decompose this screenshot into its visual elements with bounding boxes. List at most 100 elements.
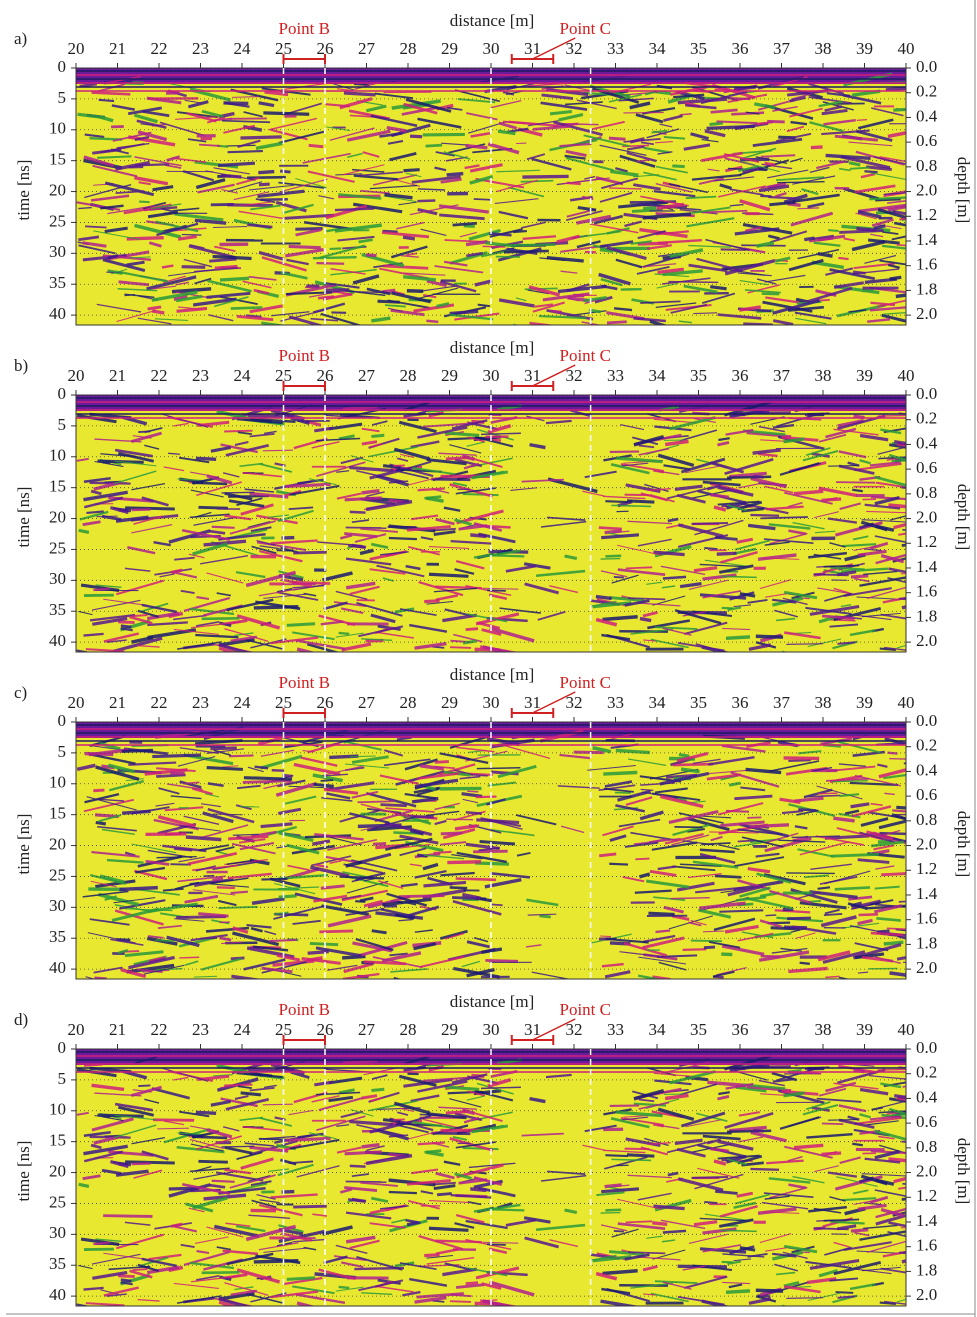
texture-stroke: [207, 279, 252, 293]
texture-stroke: [365, 499, 413, 512]
texture-stroke: [333, 1255, 367, 1261]
texture-stroke: [433, 527, 456, 532]
texture-stroke: [248, 1214, 291, 1219]
texture-stroke: [600, 1299, 640, 1306]
texture-stroke: [408, 1131, 438, 1140]
y2-tick-label: 0.4: [916, 106, 938, 125]
texture-stroke: [335, 632, 364, 638]
x-tick-label: 28: [400, 693, 417, 712]
texture-stroke: [610, 1117, 650, 1129]
texture-stroke: [664, 439, 689, 447]
texture-stroke: [722, 627, 751, 631]
texture-stroke: [198, 505, 228, 510]
texture-stroke: [439, 213, 485, 221]
texture-stroke: [155, 220, 199, 233]
texture-stroke: [263, 1084, 277, 1089]
y2-tick-label: 1.6: [916, 1236, 937, 1255]
texture-stroke: [784, 1145, 833, 1159]
texture-stroke: [183, 781, 200, 785]
texture-stroke: [449, 1137, 494, 1152]
texture-stroke: [100, 204, 124, 210]
texture-stroke: [598, 526, 622, 531]
texture-stroke: [768, 523, 811, 530]
radargram-image: [76, 722, 906, 979]
y-tick-label: 30: [49, 1223, 66, 1242]
texture-stroke: [429, 545, 469, 550]
texture-stroke: [228, 834, 269, 841]
texture-stroke: [701, 815, 732, 819]
texture-stroke: [521, 1132, 564, 1137]
texture-stroke: [718, 564, 754, 574]
texture-stroke: [809, 121, 844, 133]
texture-stroke: [877, 414, 906, 417]
x-tick-label: 35: [690, 1020, 707, 1039]
texture-stroke: [369, 443, 383, 448]
texture-stroke: [889, 275, 902, 281]
x-tick-label: 40: [898, 1020, 915, 1039]
texture-stroke: [230, 1289, 258, 1296]
texture-stroke: [174, 881, 200, 890]
texture-stroke: [482, 1241, 519, 1244]
annotation-leader: [532, 1018, 576, 1041]
texture-stroke: [193, 516, 237, 526]
texture-stroke: [344, 1150, 382, 1156]
texture-stroke: [876, 916, 901, 922]
texture-stroke: [288, 1160, 314, 1164]
texture-stroke: [199, 844, 230, 852]
texture-stroke: [107, 254, 119, 260]
texture-stroke: [213, 1224, 260, 1238]
texture-stroke: [468, 228, 501, 241]
texture-stroke: [251, 830, 277, 838]
x-tick-label: 20: [68, 1020, 85, 1039]
texture-stroke: [157, 924, 182, 929]
texture-stroke: [823, 1218, 860, 1222]
texture-stroke: [251, 896, 285, 906]
texture-stroke: [335, 1286, 364, 1292]
texture-stroke: [830, 1220, 865, 1225]
texture-stroke: [766, 169, 809, 179]
texture-stroke: [178, 456, 210, 464]
texture-stroke: [523, 1216, 551, 1224]
texture-stroke: [118, 620, 135, 625]
texture-stroke: [76, 1111, 89, 1116]
texture-stroke: [118, 280, 150, 287]
texture-stroke: [199, 143, 221, 147]
radargram-image: [76, 1049, 906, 1306]
texture-stroke: [818, 1269, 838, 1278]
texture-stroke: [838, 256, 849, 261]
texture-stroke: [739, 1246, 756, 1252]
texture-stroke: [166, 155, 181, 162]
texture-stroke: [361, 1094, 378, 1100]
texture-stroke: [615, 456, 663, 464]
texture-stroke: [221, 941, 243, 945]
x-tick-label: 20: [68, 39, 85, 58]
texture-stroke: [341, 894, 362, 900]
texture-stroke: [206, 1128, 233, 1139]
x-tick-label: 24: [234, 1020, 252, 1039]
texture-stroke: [489, 1280, 535, 1297]
x-tick-label: 23: [192, 39, 209, 58]
texture-stroke: [428, 1226, 469, 1232]
texture-stroke: [131, 524, 173, 534]
texture-stroke: [292, 1285, 335, 1295]
texture-stroke: [859, 576, 906, 587]
texture-stroke: [147, 935, 164, 939]
texture-stroke: [250, 1292, 287, 1303]
x-tick-label: 33: [607, 366, 624, 385]
texture-stroke: [891, 1113, 906, 1117]
texture-stroke: [866, 1240, 906, 1254]
texture-stroke: [138, 181, 151, 186]
texture-stroke: [104, 226, 128, 233]
texture-stroke: [833, 587, 850, 594]
texture-stroke: [887, 263, 900, 269]
texture-stroke: [91, 1083, 125, 1092]
texture-stroke: [810, 145, 823, 150]
texture-stroke: [647, 1142, 671, 1146]
texture-stroke: [691, 521, 728, 525]
texture-stroke: [799, 961, 810, 965]
radargram-image: [76, 68, 906, 325]
texture-stroke: [225, 1222, 251, 1227]
y2-tick-label: 0.2: [916, 409, 937, 428]
texture-stroke: [452, 482, 468, 487]
texture-stroke: [832, 780, 868, 783]
